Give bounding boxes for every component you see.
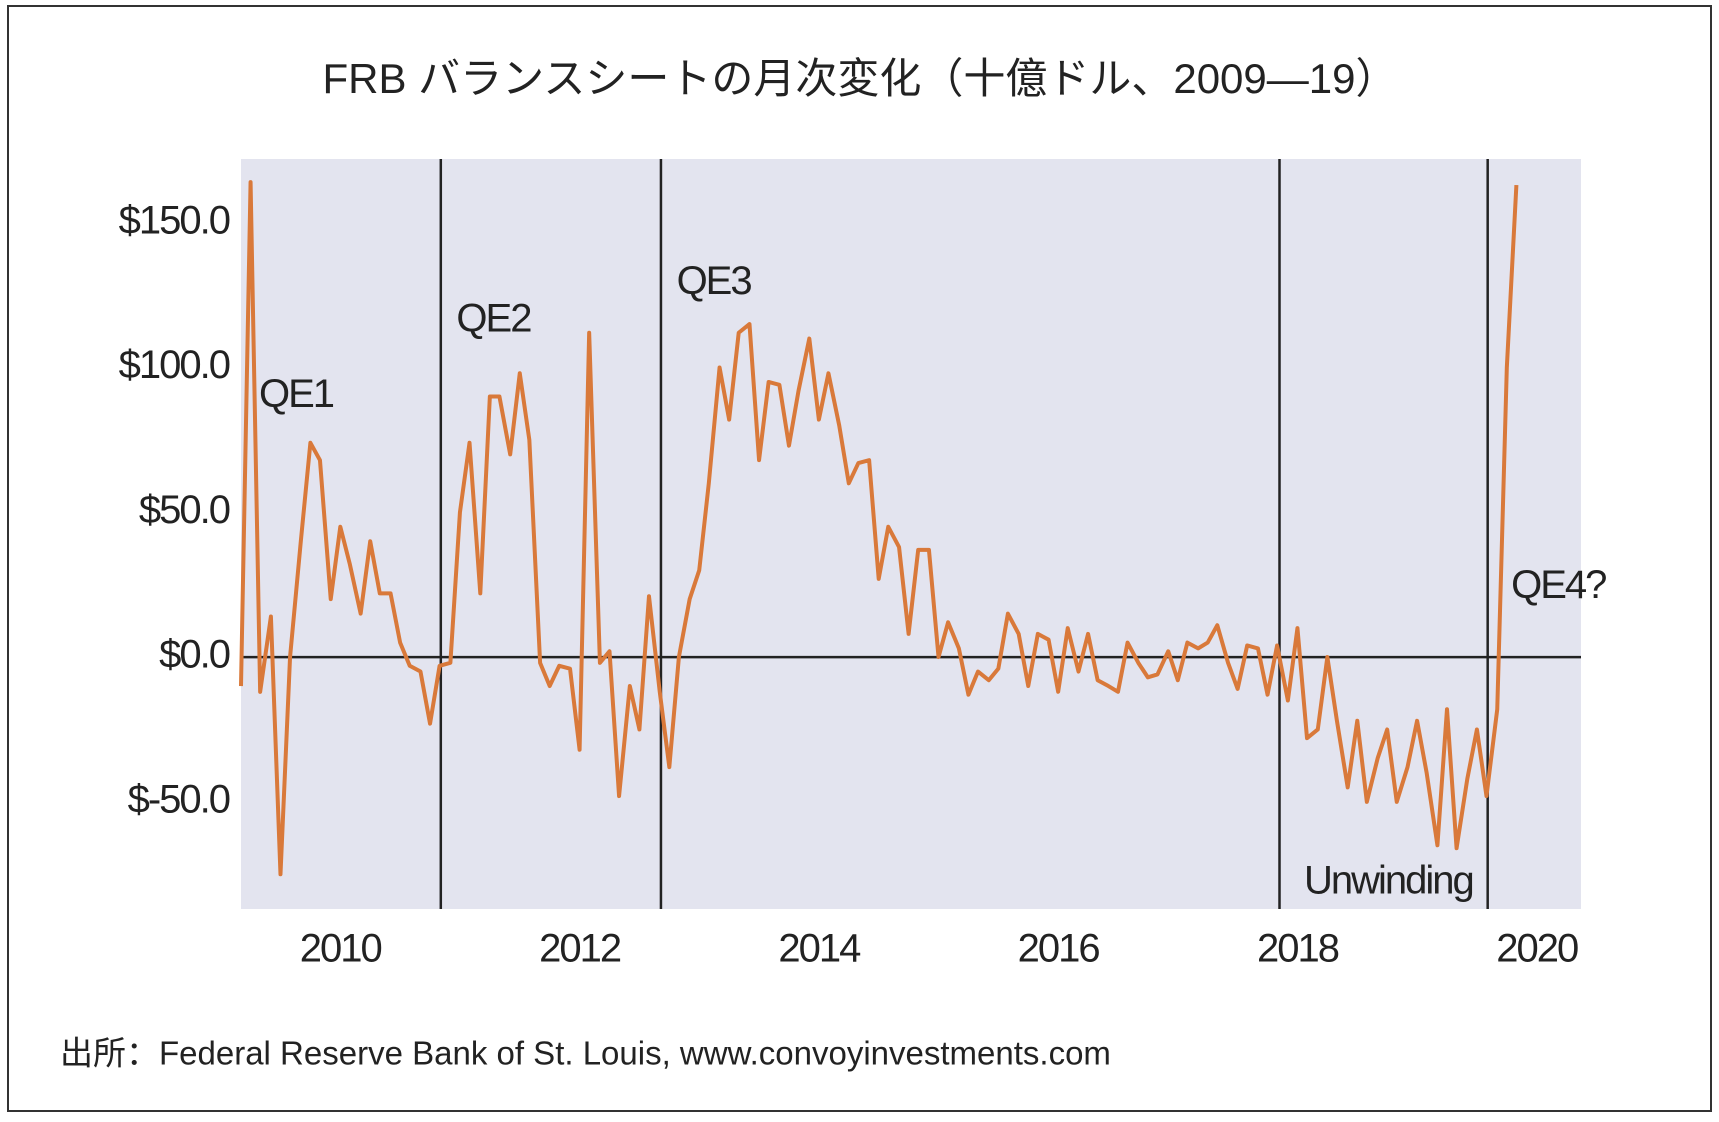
y-tick-label: $-50.0 xyxy=(128,777,230,821)
annotation: QE4? xyxy=(1511,563,1606,607)
chart-title: FRB バランスシートの月次変化（十億ドル、2009—19） xyxy=(323,55,1398,102)
y-tick-label: $0.0 xyxy=(159,633,230,677)
y-tick-label: $50.0 xyxy=(139,488,230,532)
x-tick-label: 2016 xyxy=(1018,927,1100,971)
y-tick-label: $100.0 xyxy=(119,343,230,387)
data-line xyxy=(239,180,1519,877)
source: 出所：Federal Reserve Bank of St. Louis, ww… xyxy=(60,1035,1111,1072)
annotation: QE2 xyxy=(456,297,531,341)
x-tick-label: 2010 xyxy=(300,927,382,971)
plot-area xyxy=(241,159,1581,909)
x-tick-label: 2014 xyxy=(778,927,861,971)
y-tick-label: $150.0 xyxy=(119,198,230,242)
x-tick-label: 2018 xyxy=(1257,927,1339,971)
annotation: QE1 xyxy=(259,372,334,416)
annotation: Unwinding xyxy=(1304,859,1473,903)
annotation: QE3 xyxy=(677,259,752,303)
x-tick-label: 2012 xyxy=(539,927,621,971)
x-tick-label: 2020 xyxy=(1496,927,1578,971)
